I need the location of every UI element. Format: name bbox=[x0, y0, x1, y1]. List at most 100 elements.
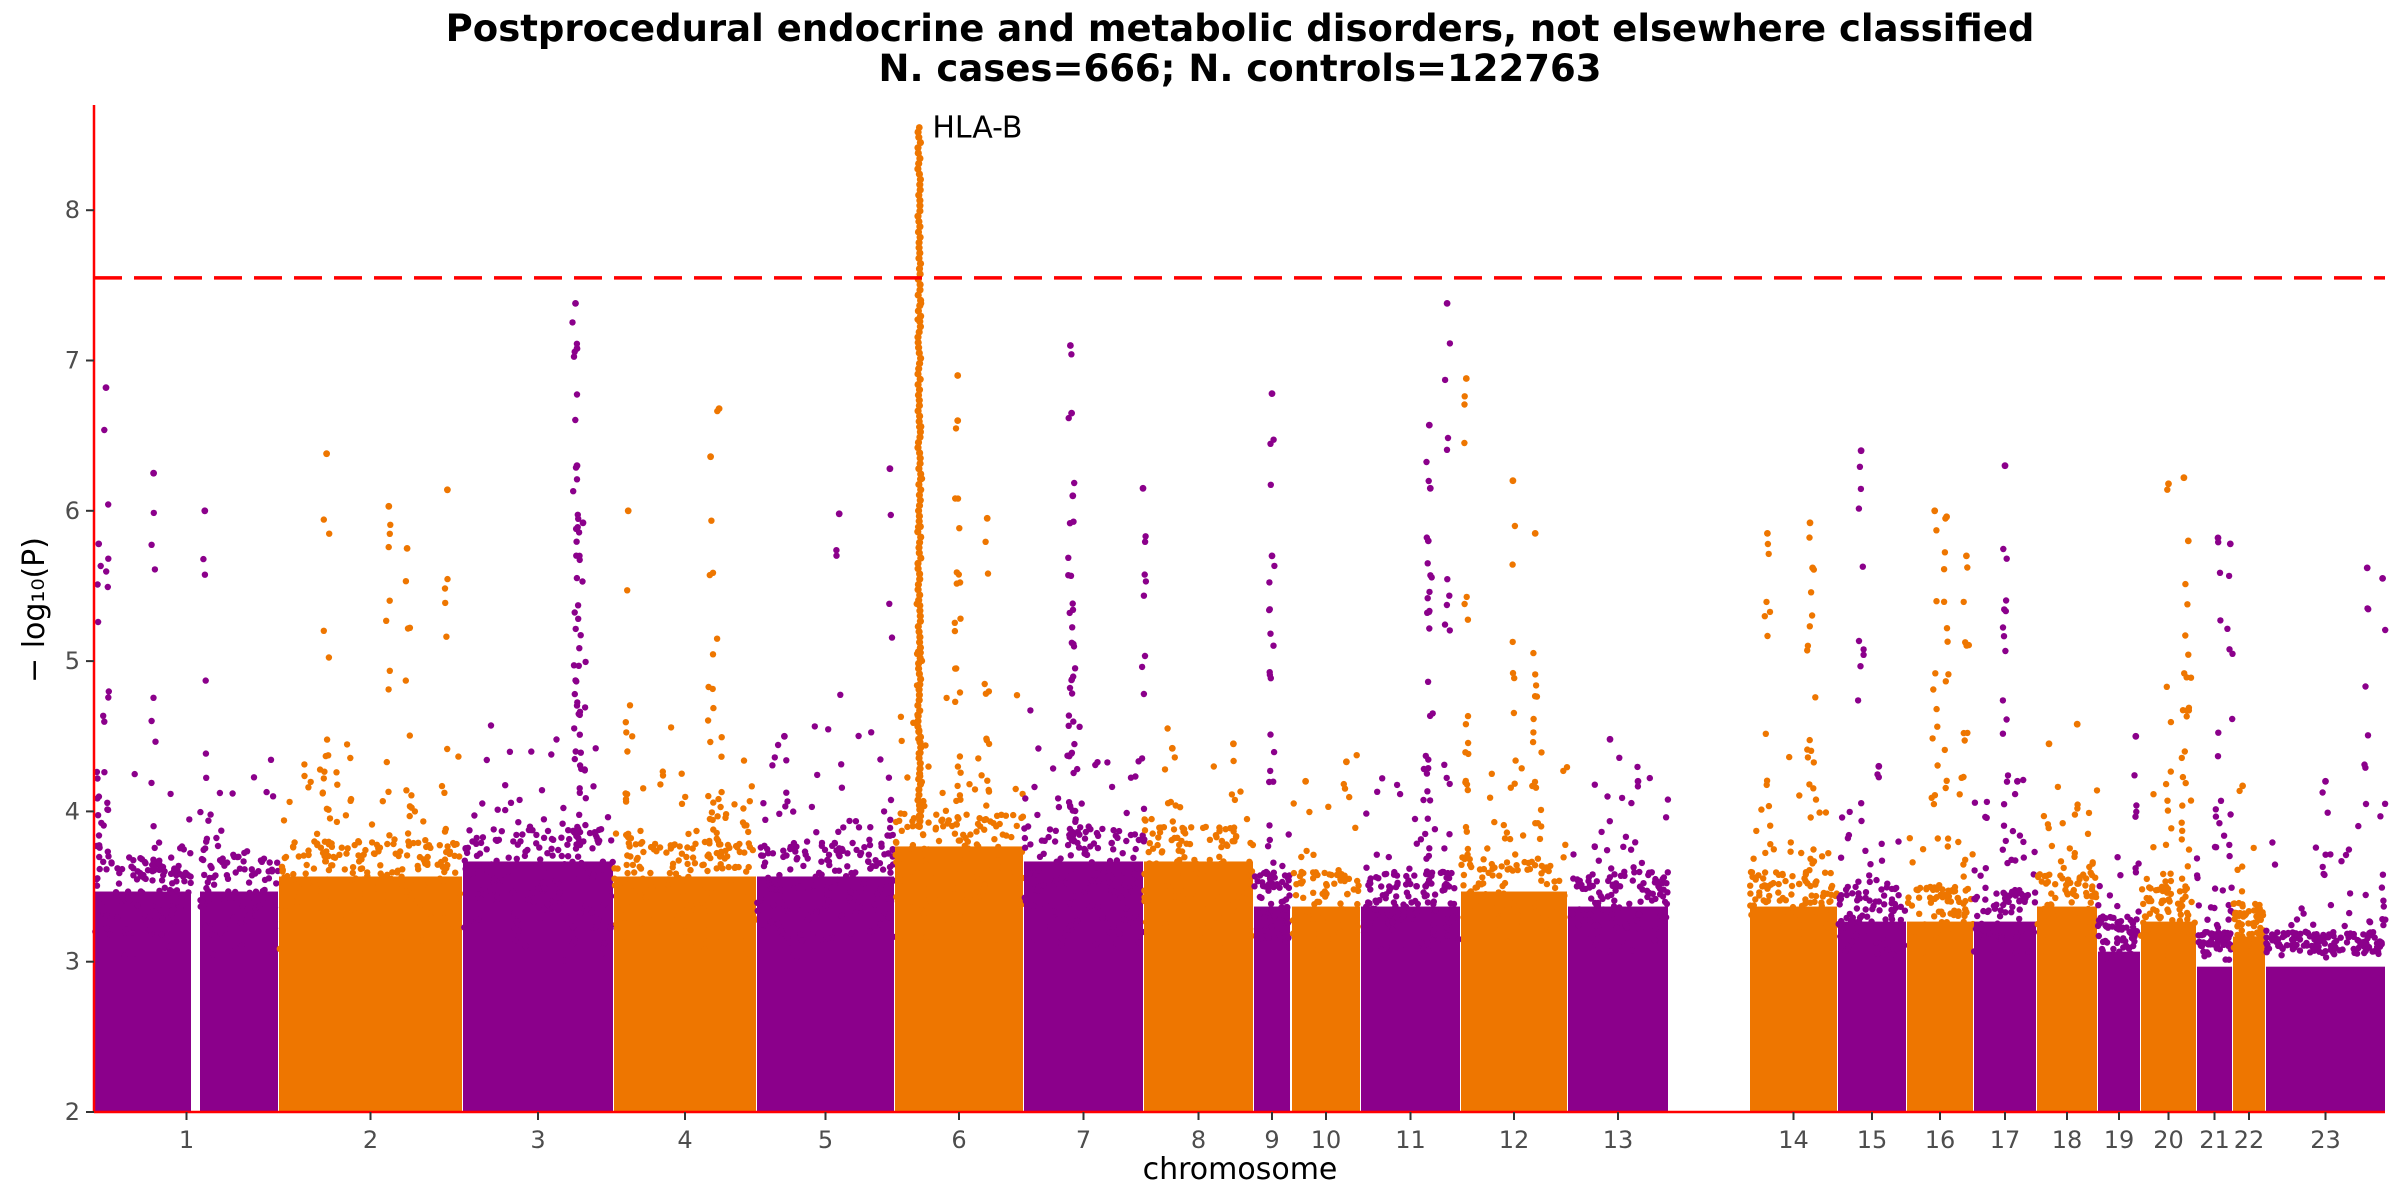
snp-point bbox=[1260, 908, 1267, 916]
snp-point bbox=[506, 748, 514, 755]
snp-point bbox=[681, 928, 689, 935]
snp-point bbox=[784, 934, 791, 941]
snp-point bbox=[146, 913, 153, 920]
snp-point bbox=[1943, 777, 1950, 784]
y-axis-label: − log₁₀(P) bbox=[17, 537, 52, 683]
snp-point bbox=[1011, 868, 1018, 875]
snp-point bbox=[156, 887, 163, 894]
snp-point bbox=[1046, 826, 1054, 833]
snp-point bbox=[1121, 868, 1128, 876]
peak-point bbox=[1230, 740, 1237, 748]
snp-point bbox=[2214, 941, 2221, 948]
snp-point bbox=[443, 633, 450, 640]
snp-point bbox=[867, 865, 874, 872]
snp-point bbox=[956, 870, 963, 878]
snp-point bbox=[150, 856, 157, 863]
snp-point bbox=[623, 861, 630, 869]
snp-point bbox=[1251, 873, 1259, 880]
snp-point bbox=[1258, 894, 1265, 902]
snp-point bbox=[2127, 950, 2135, 958]
snp-point bbox=[369, 929, 376, 936]
snp-point bbox=[2048, 842, 2056, 850]
snp-point bbox=[1978, 920, 1985, 927]
snp-point bbox=[1146, 860, 1153, 867]
snp-point bbox=[94, 618, 102, 626]
snp-point bbox=[1933, 527, 1940, 534]
x-tick-label: 19 bbox=[2104, 1126, 2135, 1154]
snp-point bbox=[1635, 910, 1643, 918]
snp-point bbox=[167, 790, 174, 798]
snp-point bbox=[1843, 891, 1851, 899]
snp-point bbox=[1486, 794, 1494, 801]
snp-point bbox=[1329, 931, 1337, 938]
snp-point bbox=[2110, 914, 2117, 922]
snp-point bbox=[835, 867, 843, 874]
snp-point bbox=[1169, 818, 1177, 825]
snp-point bbox=[1962, 928, 1969, 936]
snp-point bbox=[1664, 869, 1672, 876]
snp-point bbox=[2380, 897, 2387, 904]
snp-point bbox=[916, 680, 924, 689]
snp-point bbox=[1353, 929, 1361, 936]
snp-point bbox=[157, 907, 164, 914]
snp-point bbox=[1921, 921, 1928, 928]
snp-point bbox=[629, 733, 636, 740]
snp-point bbox=[320, 775, 327, 782]
snp-point bbox=[413, 877, 421, 884]
snp-point bbox=[1867, 922, 1874, 930]
snp-point bbox=[496, 895, 503, 902]
snp-point bbox=[322, 858, 330, 865]
snp-point bbox=[783, 757, 790, 764]
snp-point bbox=[1430, 921, 1437, 928]
snp-point bbox=[114, 865, 121, 872]
snp-point bbox=[1378, 908, 1385, 915]
snp-point bbox=[1068, 690, 1076, 697]
snp-point bbox=[413, 897, 421, 905]
snp-point bbox=[406, 732, 413, 739]
snp-point bbox=[706, 837, 713, 845]
snp-point bbox=[1324, 941, 1331, 948]
snp-point bbox=[1065, 414, 1072, 422]
snp-point bbox=[2288, 921, 2295, 929]
snp-point bbox=[640, 848, 647, 856]
snp-point bbox=[790, 808, 797, 815]
snp-point bbox=[915, 665, 923, 673]
snp-point bbox=[1170, 826, 1178, 833]
snp-point bbox=[1788, 891, 1795, 898]
snp-point bbox=[1620, 843, 1627, 850]
snp-point bbox=[1908, 902, 1916, 909]
snp-point bbox=[112, 889, 120, 896]
snp-point bbox=[201, 571, 209, 578]
snp-point bbox=[397, 934, 404, 941]
x-tick-label: 12 bbox=[1499, 1126, 1530, 1154]
snp-point bbox=[271, 896, 278, 904]
snp-point bbox=[1484, 947, 1492, 954]
x-tick-label: 2 bbox=[363, 1126, 378, 1154]
snp-point bbox=[1623, 924, 1631, 931]
snp-point bbox=[1480, 856, 1487, 863]
snp-point bbox=[1424, 678, 1432, 685]
snp-point bbox=[305, 851, 312, 859]
snp-point bbox=[355, 921, 363, 929]
snp-point bbox=[1934, 939, 1942, 946]
snp-point bbox=[122, 926, 129, 933]
snp-point bbox=[2084, 830, 2092, 837]
snp-point bbox=[1278, 898, 1285, 906]
snp-point bbox=[2000, 545, 2007, 553]
snp-point bbox=[915, 822, 924, 831]
snp-point bbox=[498, 828, 505, 835]
snp-point bbox=[1807, 882, 1814, 890]
snp-point bbox=[1270, 883, 1278, 890]
snp-point bbox=[798, 937, 806, 944]
snp-point bbox=[871, 901, 879, 908]
snp-point bbox=[1417, 836, 1425, 843]
chart-title: Postprocedural endocrine and metabolic d… bbox=[446, 7, 2035, 50]
snp-point bbox=[829, 842, 836, 849]
snp-point bbox=[1999, 697, 2007, 704]
snp-point bbox=[94, 775, 101, 782]
snp-point bbox=[319, 894, 326, 901]
snp-point bbox=[406, 803, 414, 810]
snp-point bbox=[1828, 884, 1835, 892]
snp-point bbox=[725, 863, 732, 871]
snp-point bbox=[125, 897, 133, 904]
